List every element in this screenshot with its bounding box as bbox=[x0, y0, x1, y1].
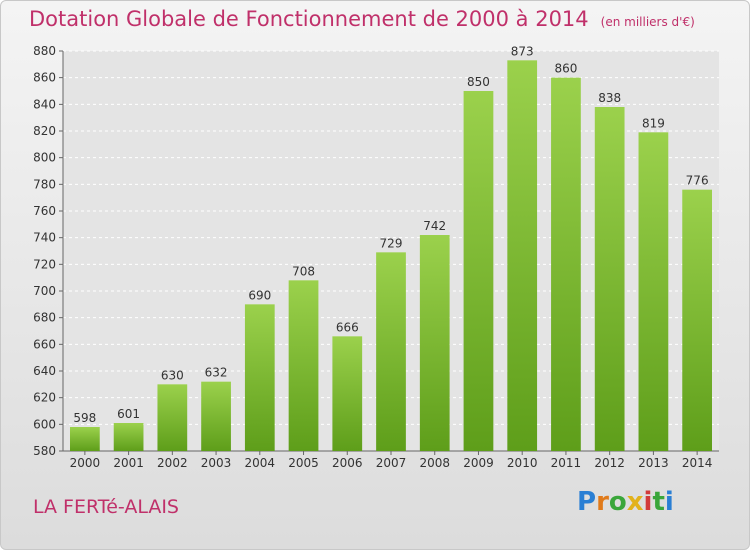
bar-value-label: 838 bbox=[598, 91, 621, 105]
x-tick-label: 2006 bbox=[332, 456, 363, 470]
bar-value-label: 690 bbox=[248, 288, 271, 302]
bar-value-label: 630 bbox=[161, 368, 184, 382]
chart-title-text: Dotation Globale de Fonctionnement de 20… bbox=[29, 7, 589, 31]
x-tick-label: 2002 bbox=[157, 456, 188, 470]
bar-value-label: 729 bbox=[380, 236, 403, 250]
bar-value-label: 708 bbox=[292, 264, 315, 278]
city-name: LA FERTé-ALAIS bbox=[33, 496, 179, 518]
y-tick-label: 660 bbox=[33, 337, 56, 351]
x-tick-label: 2004 bbox=[245, 456, 276, 470]
bar-2007 bbox=[376, 252, 406, 451]
y-tick-label: 640 bbox=[33, 364, 56, 378]
x-tick-label: 2009 bbox=[463, 456, 494, 470]
y-tick-label: 860 bbox=[33, 71, 56, 85]
bar-2008 bbox=[419, 235, 450, 451]
bar-value-label: 632 bbox=[205, 366, 228, 380]
bar-2014 bbox=[682, 189, 713, 451]
y-tick-label: 820 bbox=[33, 124, 56, 138]
y-tick-label: 600 bbox=[33, 417, 56, 431]
x-tick-label: 2000 bbox=[70, 456, 101, 470]
y-tick-label: 580 bbox=[33, 444, 56, 458]
bar-value-label: 776 bbox=[686, 174, 709, 188]
y-tick-label: 780 bbox=[33, 177, 56, 191]
bar-2013 bbox=[638, 132, 669, 452]
y-tick-label: 760 bbox=[33, 204, 56, 218]
logo-letter: P bbox=[577, 487, 597, 517]
bar-2011 bbox=[551, 77, 581, 452]
bar-value-label: 598 bbox=[73, 411, 96, 425]
axes: 580 600 620 640 660 680 700 720 740 760 780 800 820 8… bbox=[33, 44, 719, 470]
bar-2012 bbox=[594, 107, 625, 451]
x-tick-label: 2013 bbox=[638, 456, 669, 470]
bar-2009 bbox=[463, 91, 494, 451]
y-tick-label: 680 bbox=[33, 311, 56, 325]
bar-value-label: 860 bbox=[554, 62, 577, 76]
y-tick-label: 840 bbox=[33, 97, 56, 111]
logo-letter: x bbox=[626, 487, 644, 517]
logo-letter: r bbox=[596, 487, 609, 517]
x-tick-label: 2005 bbox=[288, 456, 319, 470]
y-tick-label: 620 bbox=[33, 391, 56, 405]
bar-2004 bbox=[244, 304, 275, 451]
bar-value-label: 666 bbox=[336, 320, 359, 334]
bar-value-label: 742 bbox=[423, 219, 446, 233]
bar-2002 bbox=[157, 384, 188, 451]
x-tick-label: 2014 bbox=[682, 456, 713, 470]
x-tick-label: 2007 bbox=[376, 456, 407, 470]
bar-value-label: 601 bbox=[117, 407, 140, 421]
bars: 598 601 630 632 690 708 666 729 742 850 873 860 838 8… bbox=[69, 44, 713, 452]
logo-letter: o bbox=[608, 487, 627, 517]
bar-value-label: 819 bbox=[642, 116, 665, 130]
bar-2005 bbox=[288, 280, 319, 451]
y-tick-label: 880 bbox=[33, 44, 56, 58]
y-tick-label: 800 bbox=[33, 151, 56, 165]
x-tick-label: 2010 bbox=[507, 456, 538, 470]
x-tick-label: 2008 bbox=[419, 456, 450, 470]
bar-value-label: 873 bbox=[511, 44, 534, 58]
bar-2000 bbox=[69, 427, 100, 451]
x-tick-label: 2012 bbox=[594, 456, 625, 470]
chart-unit: (en milliers d'€) bbox=[600, 15, 695, 29]
bar-2010 bbox=[507, 60, 538, 451]
chart-title: Dotation Globale de Fonctionnement de 20… bbox=[29, 7, 695, 31]
logo-letter: i bbox=[643, 487, 653, 517]
y-tick-label: 740 bbox=[33, 231, 56, 245]
bar-value-label: 850 bbox=[467, 75, 490, 89]
logo-letter: t bbox=[652, 487, 665, 517]
bar-2001 bbox=[113, 423, 144, 451]
logo-letter: i bbox=[664, 487, 674, 517]
x-tick-label: 2001 bbox=[113, 456, 144, 470]
y-tick-label: 720 bbox=[33, 257, 56, 271]
y-tick-label: 700 bbox=[33, 284, 56, 298]
x-tick-label: 2003 bbox=[201, 456, 232, 470]
x-tick-label: 2011 bbox=[551, 456, 582, 470]
proxiti-logo: Proxiti bbox=[577, 487, 674, 517]
bar-2003 bbox=[201, 381, 231, 451]
bar-2006 bbox=[332, 336, 363, 451]
